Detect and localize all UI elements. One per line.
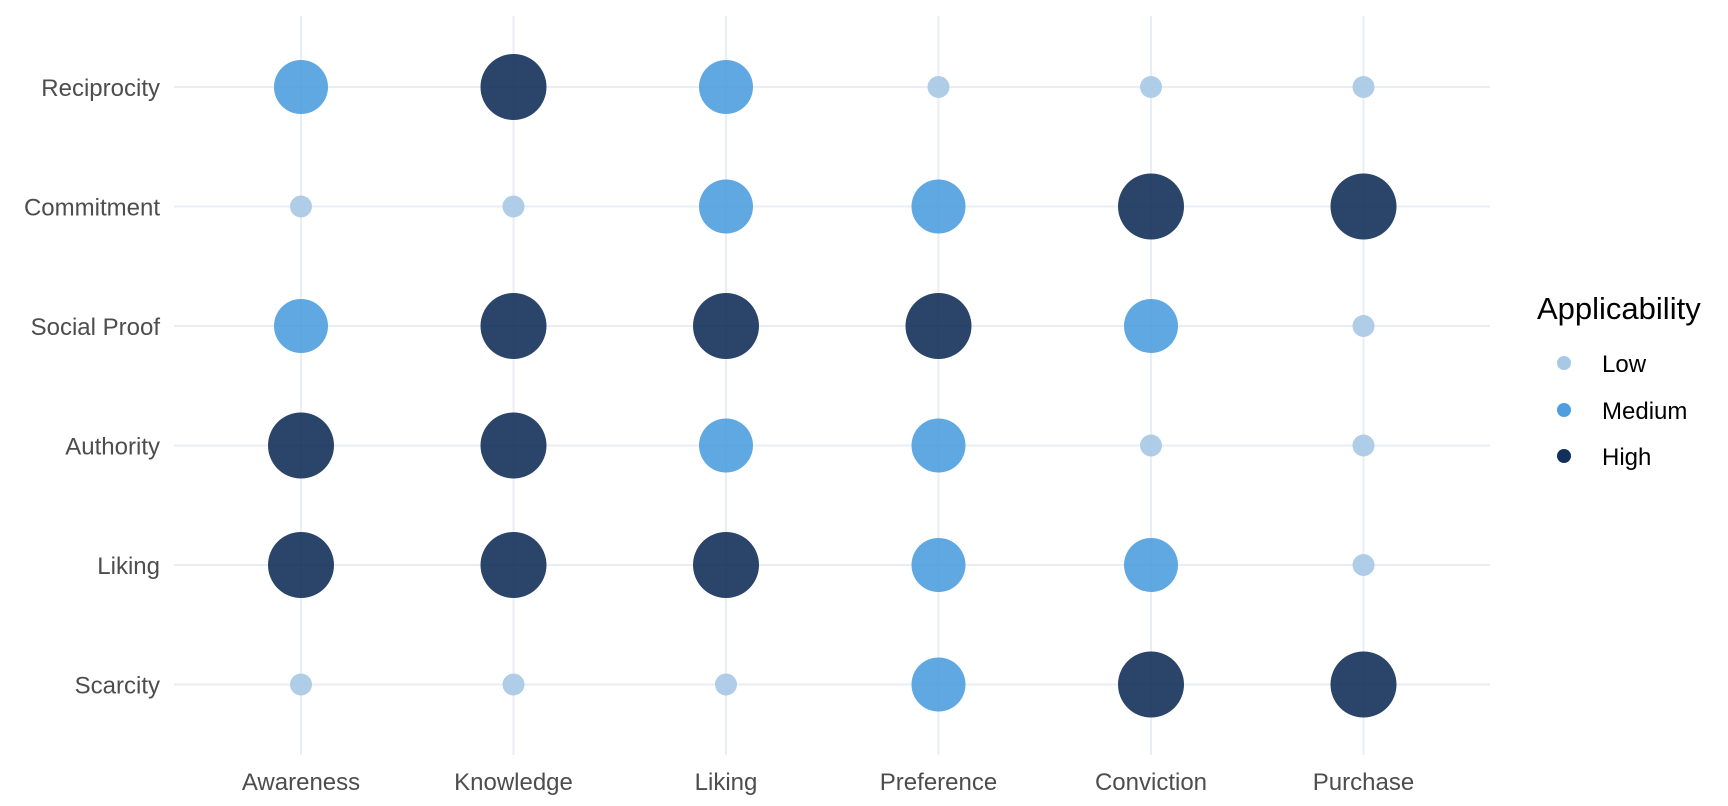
legend-items: Low Medium High: [1557, 351, 1687, 471]
y-tick-label-social-proof: Social Proof: [31, 314, 161, 341]
x-tick-label-awareness: Awareness: [242, 769, 360, 796]
point-authority-liking-medium: [699, 418, 753, 473]
point-authority-awareness-high: [268, 412, 334, 479]
point-liking-awareness-high: [268, 532, 334, 598]
point-reciprocity-purchase-low: [1352, 76, 1375, 98]
point-authority-knowledge-high: [480, 412, 547, 479]
y-tick-label-authority: Authority: [65, 434, 160, 461]
point-social-proof-conviction-medium: [1124, 299, 1178, 353]
point-reciprocity-awareness-medium: [274, 60, 328, 114]
point-reciprocity-liking-medium: [699, 60, 753, 114]
x-tick-label-conviction: Conviction: [1095, 769, 1207, 796]
legend-label-medium: Medium: [1602, 398, 1687, 425]
data-points: [268, 54, 1397, 718]
point-scarcity-conviction-high: [1118, 651, 1184, 718]
point-scarcity-knowledge-low: [502, 673, 525, 696]
point-liking-preference-medium: [911, 538, 966, 592]
x-axis-tick-labels: Awareness Knowledge Liking Preference Convic…: [242, 769, 1414, 796]
y-axis-tick-labels: Reciprocity Commitment Social Proof Authori…: [24, 75, 160, 700]
point-reciprocity-knowledge-high: [480, 54, 547, 120]
point-commitment-knowledge-low: [502, 195, 525, 218]
point-commitment-purchase-high: [1330, 173, 1397, 240]
point-scarcity-liking-low: [715, 673, 737, 696]
point-scarcity-awareness-low: [290, 673, 312, 696]
legend: Applicability Low Medium High: [1537, 291, 1701, 471]
point-reciprocity-conviction-low: [1140, 76, 1162, 98]
x-tick-label-purchase: Purchase: [1313, 769, 1414, 796]
point-liking-knowledge-high: [480, 532, 547, 598]
x-tick-label-preference: Preference: [880, 769, 997, 796]
legend-label-high: High: [1602, 444, 1651, 471]
point-commitment-liking-medium: [699, 179, 753, 234]
y-tick-label-liking: Liking: [97, 553, 160, 580]
point-scarcity-preference-medium: [911, 657, 966, 712]
point-social-proof-preference-high: [905, 293, 972, 359]
point-commitment-awareness-low: [290, 195, 312, 218]
point-liking-conviction-medium: [1124, 538, 1178, 592]
legend-key-low: [1557, 356, 1571, 370]
legend-key-high: [1557, 449, 1571, 463]
point-commitment-conviction-high: [1118, 173, 1184, 240]
legend-key-medium: [1557, 403, 1571, 417]
point-scarcity-purchase-high: [1330, 651, 1397, 718]
legend-title: Applicability: [1537, 291, 1701, 326]
y-tick-label-scarcity: Scarcity: [75, 673, 160, 700]
y-tick-label-reciprocity: Reciprocity: [41, 75, 160, 102]
grid: [174, 16, 1490, 755]
point-authority-purchase-low: [1352, 434, 1375, 457]
point-social-proof-purchase-low: [1352, 315, 1375, 337]
y-tick-label-commitment: Commitment: [24, 195, 160, 222]
legend-label-low: Low: [1602, 351, 1647, 378]
point-commitment-preference-medium: [911, 179, 966, 234]
point-social-proof-awareness-medium: [274, 299, 328, 353]
point-liking-liking-high: [693, 532, 759, 598]
point-liking-purchase-low: [1352, 554, 1375, 576]
point-social-proof-liking-high: [693, 293, 759, 359]
point-reciprocity-preference-low: [927, 76, 950, 98]
x-tick-label-knowledge: Knowledge: [454, 769, 573, 796]
point-authority-preference-medium: [911, 418, 966, 473]
point-authority-conviction-low: [1140, 434, 1162, 457]
x-tick-label-liking: Liking: [695, 769, 758, 796]
point-social-proof-knowledge-high: [480, 293, 547, 359]
